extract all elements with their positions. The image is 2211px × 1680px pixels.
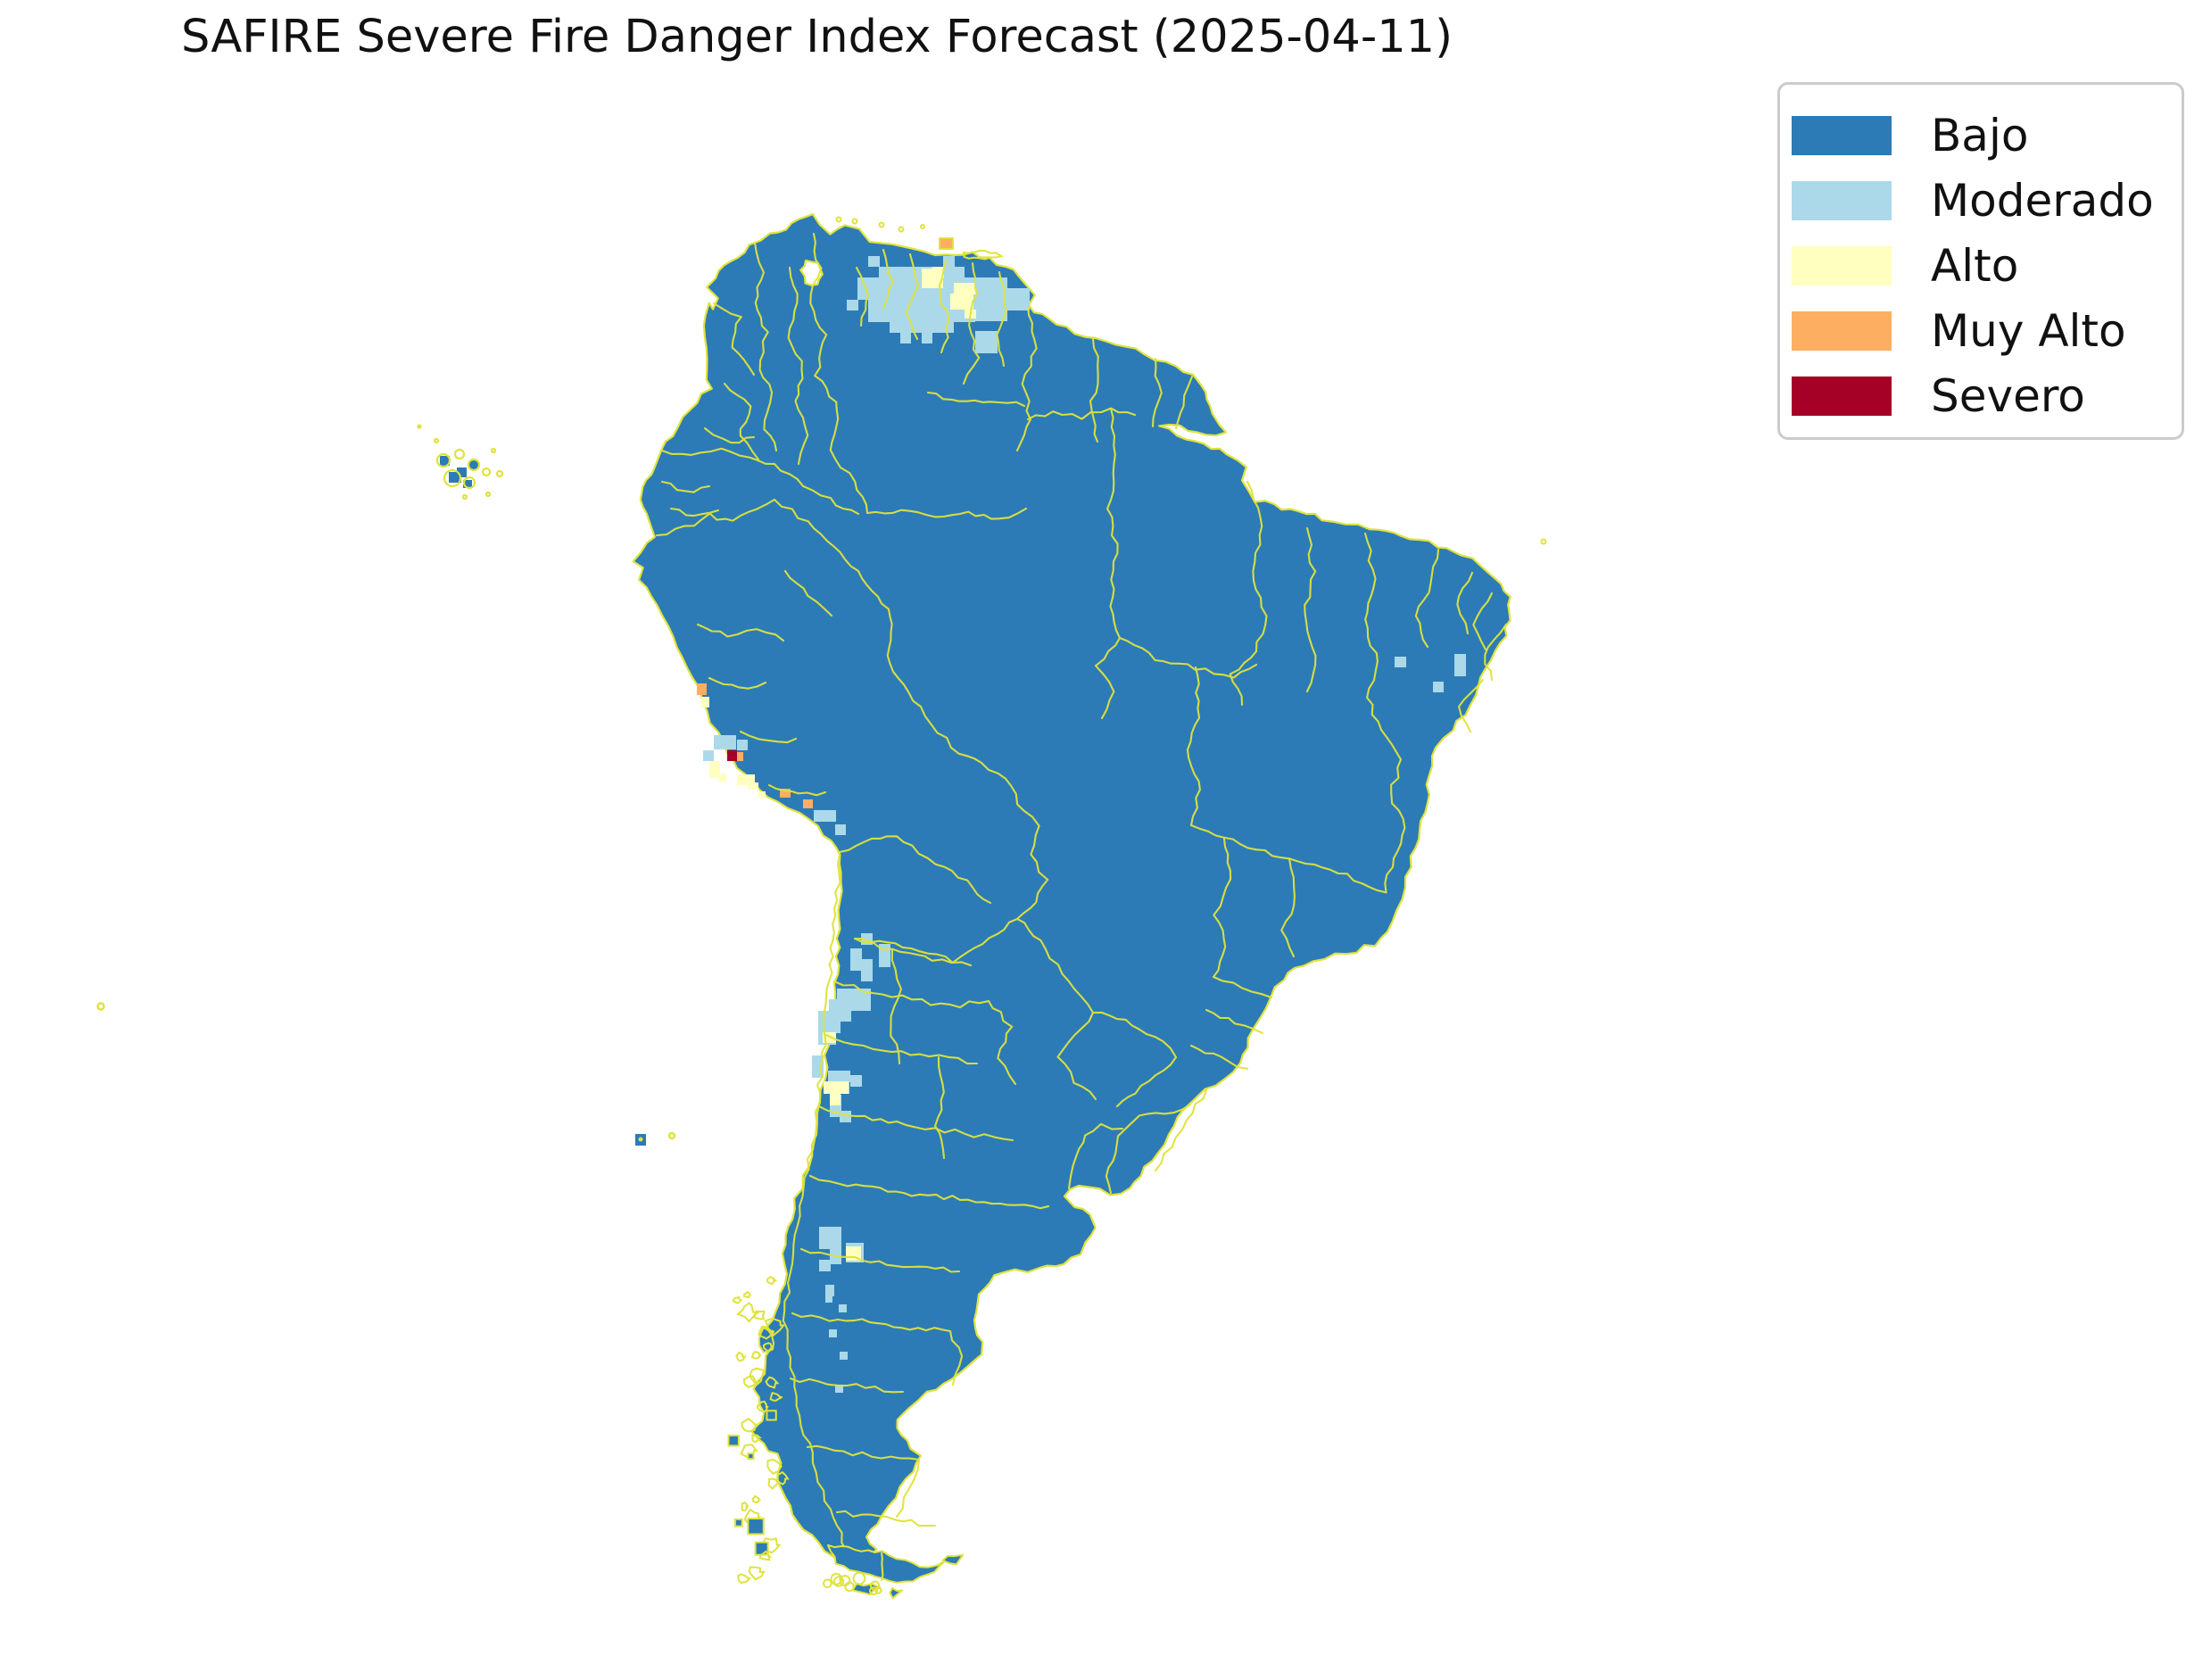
legend-swatch-muy-alto: [1792, 310, 1892, 351]
legend-swatch-bajo: [1792, 115, 1892, 155]
legend-swatch-alto: [1792, 245, 1892, 286]
legend-item-alto: Alto: [1792, 233, 2182, 298]
admin-boundaries: [655, 232, 1508, 1565]
legend-item-severo: Severo: [1792, 363, 2182, 428]
legend-label-bajo: Bajo: [1931, 109, 2029, 161]
map-title: SAFIRE Severe Fire Danger Index Forecast…: [181, 11, 1453, 63]
legend: Bajo Moderado Alto Muy Alto Severo: [1777, 82, 2184, 440]
legend-item-moderado: Moderado: [1792, 168, 2182, 233]
offshore-islands: [96, 216, 1547, 1146]
fjord-islands: [727, 1276, 882, 1596]
legend-item-muy-alto: Muy Alto: [1792, 298, 2182, 363]
legend-swatch-moderado: [1792, 180, 1892, 220]
legend-item-bajo: Bajo: [1792, 103, 2182, 168]
legend-label-muy-alto: Muy Alto: [1931, 304, 2126, 357]
legend-label-moderado: Moderado: [1931, 174, 2154, 227]
legend-swatch-severo: [1792, 376, 1892, 416]
legend-label-severo: Severo: [1931, 369, 2085, 422]
legend-label-alto: Alto: [1931, 239, 2019, 292]
galapagos-islands: [417, 424, 504, 501]
overlay-severo_cells: [727, 750, 737, 761]
